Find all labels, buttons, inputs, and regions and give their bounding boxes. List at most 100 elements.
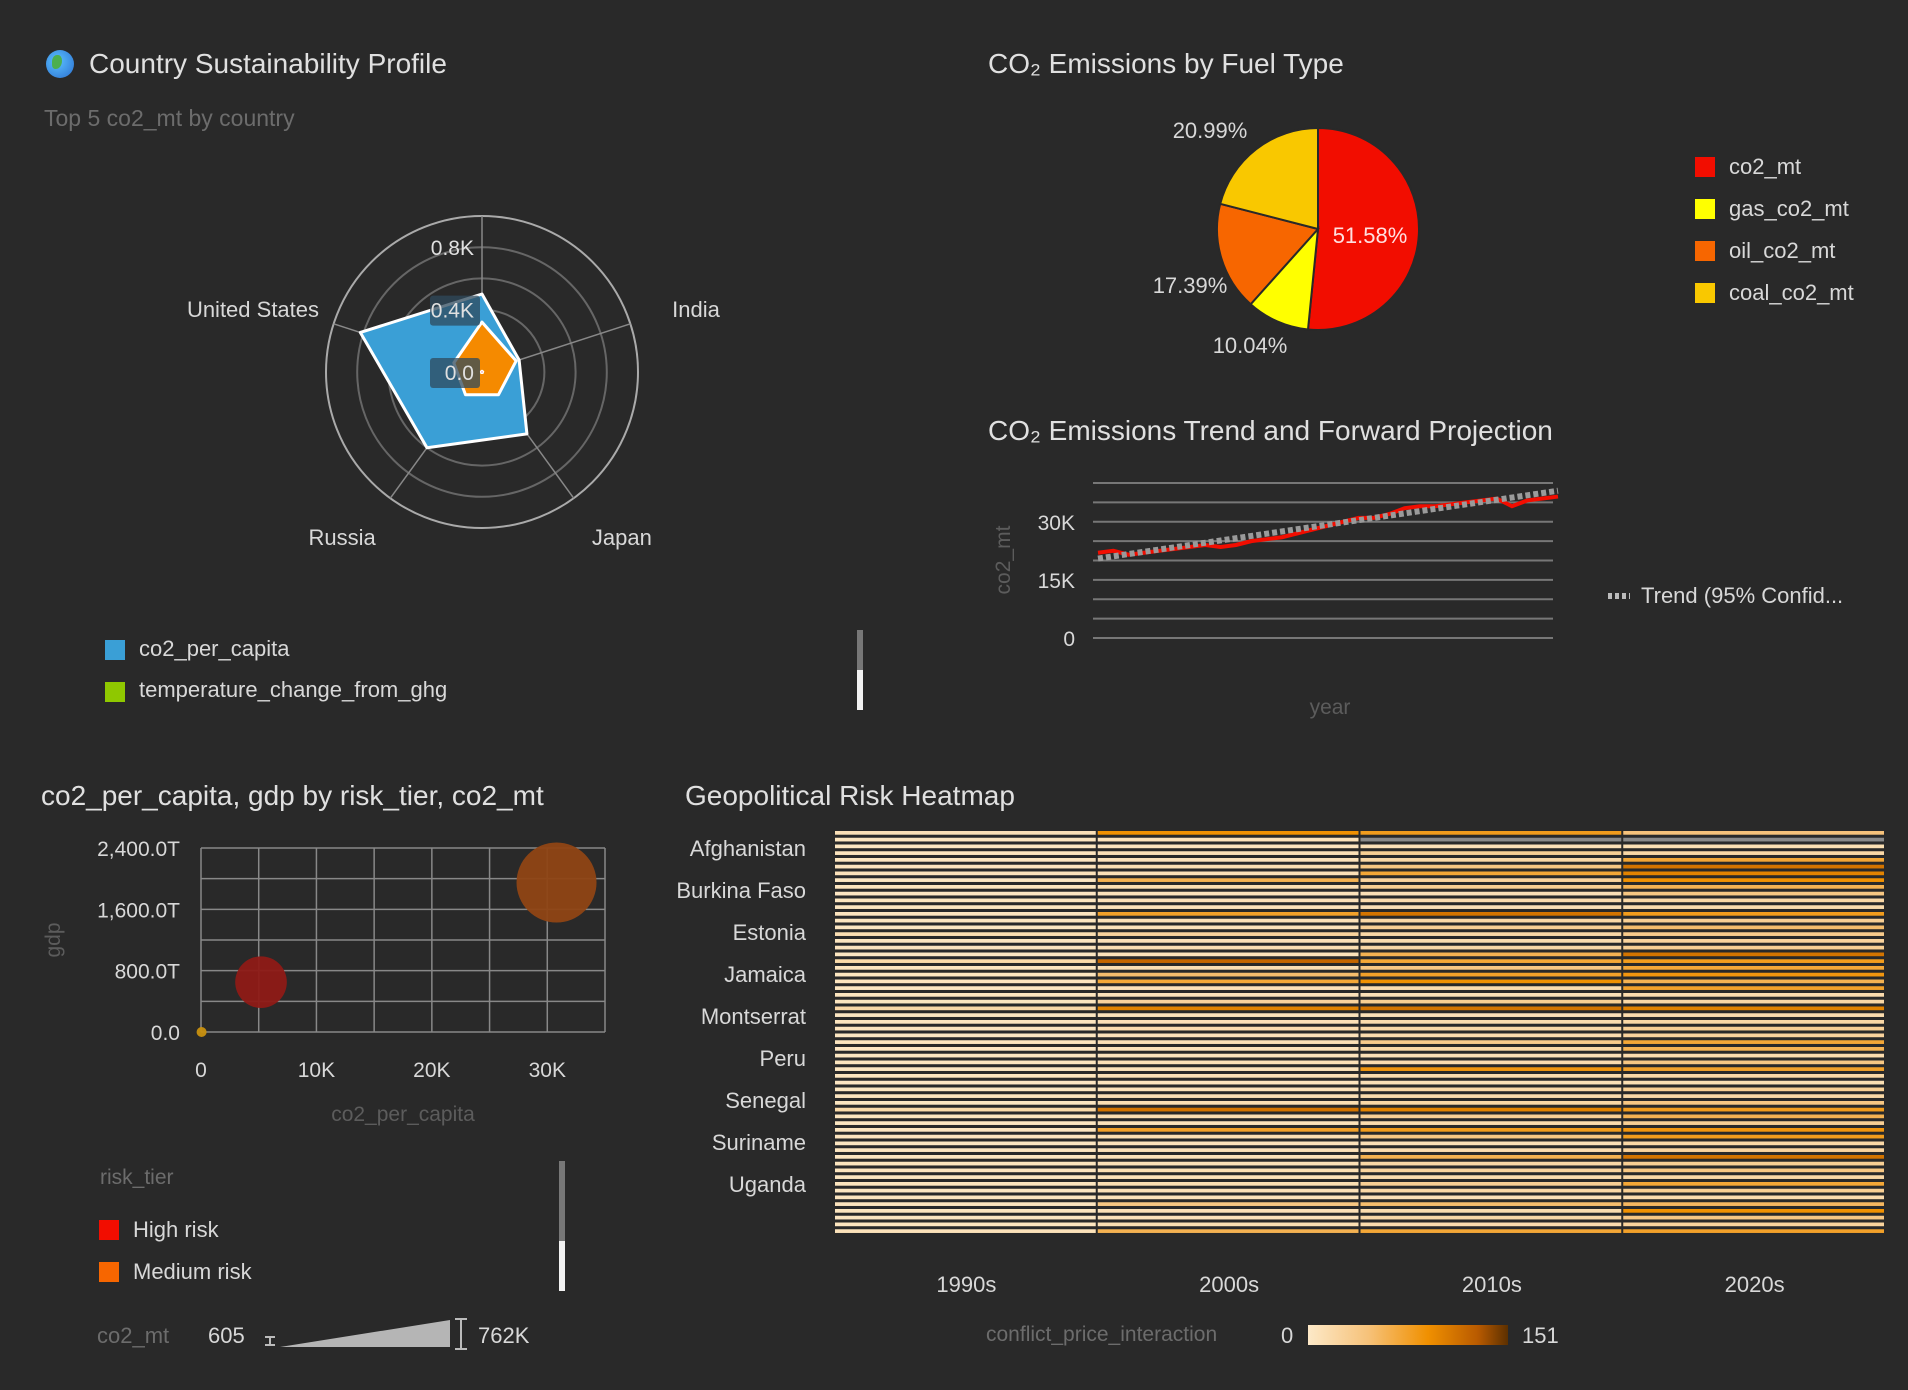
heatmap-cell	[1360, 1047, 1622, 1051]
heatmap-cell	[835, 871, 1096, 876]
heatmap-cell	[1097, 952, 1359, 957]
heatmap-cell	[1097, 979, 1359, 984]
legend-item[interactable]: High risk	[133, 1217, 219, 1242]
trend-line	[1097, 487, 1559, 562]
heatmap-cell	[1623, 1155, 1884, 1159]
heatmap-cell	[1360, 979, 1622, 984]
pie-slice	[1216, 202, 1320, 306]
heatmap-cell	[1623, 1006, 1884, 1011]
scatter-chart: 0.0 800.0T 1,600.0T 2,400.0T 0 10K 20K 30K co2_p…	[42, 838, 606, 1126]
radar-tick-label: 0.4K	[431, 300, 474, 323]
heatmap-cell	[1623, 905, 1884, 909]
pie-title: CO₂ Emissions by Fuel Type	[988, 48, 1344, 79]
legend-item[interactable]: co2_mt	[1729, 154, 1802, 179]
heatmap-cell	[1360, 844, 1622, 849]
heatmap-cell	[835, 1182, 1096, 1186]
y-tick-label: 800.0T	[115, 961, 181, 984]
heatmap-cell	[1360, 1020, 1622, 1024]
heatmap-row-label: Montserrat	[701, 1004, 806, 1029]
heatmap-cell	[835, 1168, 1096, 1173]
radar-tick-bg	[430, 358, 480, 388]
heatmap-cell	[835, 1195, 1096, 1200]
heatmap-cell	[1360, 831, 1622, 835]
heatmap-cell	[835, 898, 1096, 903]
heatmap-cell	[1623, 1094, 1884, 1098]
y-tick-label: 1,600.0T	[97, 899, 180, 922]
radar-series-polygon	[479, 369, 485, 375]
y-axis-label: co2_mt	[992, 525, 1015, 594]
legend-scrollbar[interactable]	[559, 1161, 565, 1291]
heatmap-cell	[1360, 858, 1622, 862]
x-tick-label: 20K	[413, 1059, 450, 1082]
heatmap-cell	[1623, 1229, 1884, 1233]
heatmap-cell	[835, 905, 1096, 909]
legend-swatch	[1695, 157, 1715, 177]
radar-axis-label: India	[672, 297, 720, 322]
heatmap-cell	[1097, 1080, 1359, 1085]
heatmap-cell	[1360, 1114, 1622, 1119]
heatmap-cell	[835, 858, 1096, 862]
scatter-bubble	[516, 842, 597, 923]
pie-slice	[1306, 126, 1420, 331]
heatmap-column-label: 2020s	[1725, 1272, 1785, 1297]
legend-scrollbar[interactable]	[857, 630, 863, 710]
legend-item[interactable]: temperature_change_from_ghg	[139, 677, 448, 702]
heatmap-cell	[1097, 1114, 1359, 1119]
heatmap-row-label: Senegal	[725, 1088, 806, 1113]
heatmap-cell	[835, 1053, 1096, 1058]
heatmap-cell	[1623, 1033, 1884, 1038]
legend-item[interactable]: Medium risk	[133, 1259, 252, 1284]
x-axis-label: year	[1310, 696, 1351, 719]
heatmap-cell	[1360, 898, 1622, 903]
heatmap-cell	[835, 925, 1096, 930]
legend-swatch	[105, 640, 125, 660]
heatmap-cell	[1360, 966, 1622, 970]
heatmap-cell	[1623, 1040, 1884, 1044]
heatmap-cell	[835, 1134, 1096, 1139]
heatmap-cell	[1623, 1013, 1884, 1017]
heatmap-cell	[1097, 844, 1359, 849]
heatmap-row-label: Jamaica	[724, 962, 807, 987]
heatmap-cell	[1360, 837, 1622, 842]
legend-item[interactable]: coal_co2_mt	[1729, 280, 1854, 305]
heatmap-cell	[835, 885, 1096, 889]
heatmap-cell	[1623, 1161, 1884, 1166]
heatmap-cell	[1623, 1182, 1884, 1186]
heatmap-cell	[1097, 858, 1359, 862]
heatmap-cell	[1623, 912, 1884, 916]
pie-slice-label: 10.04%	[1213, 333, 1288, 358]
heatmap-cell	[835, 1188, 1096, 1193]
heatmap-cell	[1097, 1215, 1359, 1220]
heatmap-cell	[1360, 1182, 1622, 1186]
legend-item[interactable]: gas_co2_mt	[1729, 196, 1849, 221]
heatmap-cell	[1097, 831, 1359, 835]
heatmap-colorbar	[1308, 1325, 1508, 1345]
heatmap-cell	[835, 1047, 1096, 1051]
heatmap-cell	[835, 878, 1096, 882]
heatmap-cell	[1623, 939, 1884, 943]
legend-item[interactable]: co2_per_capita	[139, 636, 290, 661]
globe-icon	[46, 50, 74, 78]
heatmap-cell	[1097, 1101, 1359, 1105]
legend-item[interactable]: oil_co2_mt	[1729, 238, 1836, 263]
heatmap-cell	[835, 1006, 1096, 1011]
heatmap-cell	[1360, 1033, 1622, 1038]
heatmap-cell	[835, 851, 1096, 855]
heatmap-row-label: Peru	[760, 1046, 806, 1071]
heatmap-cell	[835, 979, 1096, 984]
heatmap-cell	[835, 1074, 1096, 1078]
heatmap-cell	[835, 1202, 1096, 1206]
heatmap-cell	[1097, 871, 1359, 876]
heatmap-cell	[1360, 918, 1622, 923]
heatmap-cell	[835, 1094, 1096, 1098]
heatmap-cell	[1360, 1229, 1622, 1233]
heatmap-cell	[1360, 885, 1622, 889]
heatmap-cell	[835, 1040, 1096, 1044]
heatmap-cell	[1360, 952, 1622, 957]
heatmap-cell	[1623, 1215, 1884, 1220]
heatmap-legend-min: 0	[1281, 1323, 1294, 1348]
heatmap-cell	[1097, 1209, 1359, 1213]
heatmap-cell	[1360, 1148, 1622, 1152]
heatmap-cell	[1360, 1134, 1622, 1139]
heatmap-cell	[1360, 1202, 1622, 1206]
